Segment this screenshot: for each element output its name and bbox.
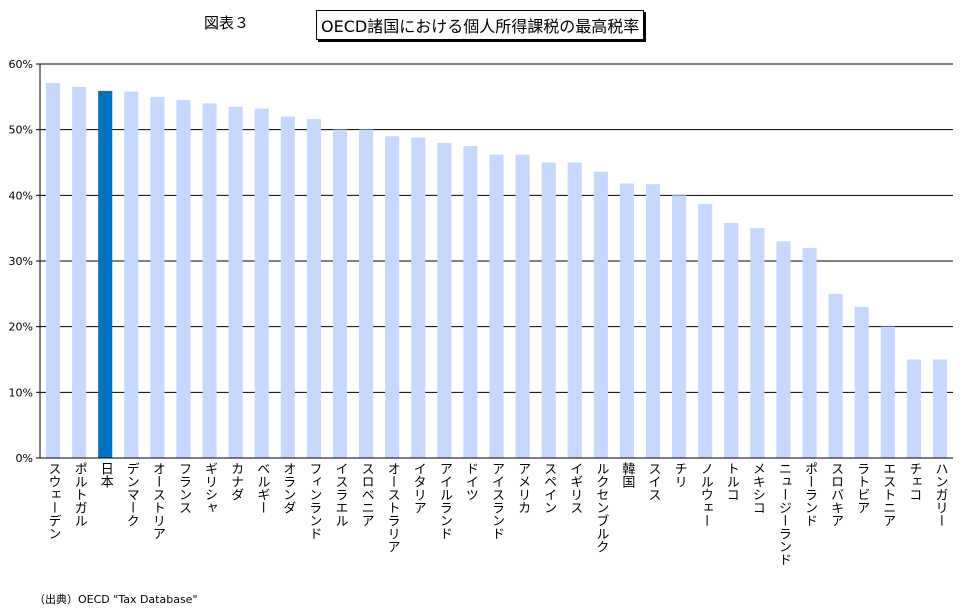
x-tick-label: オーストラリア — [385, 462, 400, 553]
bar — [489, 154, 504, 458]
figure-label: 図表３ — [204, 14, 250, 32]
x-tick-label: 韓国 — [619, 462, 635, 488]
bar — [72, 86, 87, 458]
bar — [593, 171, 608, 458]
bar — [932, 359, 947, 458]
bar — [124, 91, 139, 458]
x-tick-label: メキシコ — [750, 462, 765, 514]
x-tick-label: ニュージーランド — [776, 462, 791, 566]
x-tick-label: スイス — [646, 462, 661, 501]
x-tick-label: トルコ — [724, 462, 739, 501]
bars — [46, 83, 947, 459]
x-tick-label: アイルランド — [437, 462, 452, 540]
bar — [672, 195, 687, 458]
y-tick-label: 60% — [9, 58, 33, 71]
bar — [619, 183, 634, 458]
bar — [385, 136, 400, 459]
bar — [228, 106, 243, 459]
bar — [463, 146, 478, 458]
bar — [359, 129, 374, 459]
bar — [776, 241, 791, 458]
x-tick-label: ギリシャ — [202, 462, 217, 514]
x-tick-label: チェコ — [906, 462, 921, 501]
bar — [698, 203, 713, 458]
bar — [750, 228, 765, 458]
y-tick-label: 50% — [9, 124, 33, 137]
x-tick-label: アメリカ — [515, 462, 530, 514]
bar — [202, 103, 217, 459]
x-tick-label: スペイン — [541, 462, 557, 514]
x-tick-label: イスラエル — [332, 462, 347, 527]
x-tick-label: ノルウェー — [698, 462, 713, 527]
bar — [306, 119, 321, 458]
bar — [332, 129, 348, 459]
x-tick-label: オランダ — [280, 462, 295, 514]
x-tick-label: ハンガリー — [932, 462, 947, 527]
x-tick-label: スロベニア — [359, 462, 375, 527]
bar — [515, 154, 530, 458]
source-note: （出典）OECD "Tax Database" — [34, 593, 198, 606]
axes — [36, 63, 953, 459]
y-tick-label: 40% — [9, 189, 33, 202]
x-tick-label: エストニア — [880, 462, 895, 527]
bar — [437, 142, 452, 459]
y-tick-label: 30% — [9, 255, 33, 268]
x-tick-label: ベルギー — [254, 462, 270, 514]
x-tick-label: フィンランド — [306, 462, 321, 540]
x-tick-label: スウェーデン — [46, 462, 61, 540]
y-tick-label: 20% — [9, 321, 33, 334]
bar — [567, 162, 582, 458]
x-tick-labels: スウェーデン ポルトガル 日本 デンマーク オーストリア フランス ギリシャ カナダ ベルギーオ… — [46, 462, 948, 566]
bar — [541, 162, 556, 458]
x-tick-label: チリ — [672, 462, 687, 488]
bar — [46, 83, 61, 458]
y-tick-label: 10% — [9, 386, 33, 399]
bar — [254, 108, 269, 459]
bar — [280, 116, 295, 458]
x-tick-label: ラトビア — [854, 462, 869, 514]
bar — [411, 137, 426, 459]
bar — [828, 293, 843, 458]
bar — [724, 222, 739, 458]
x-tick-label: ドイツ — [463, 462, 478, 501]
x-tick-label: ポーランド — [802, 462, 817, 527]
x-tick-label: ポルトガル — [72, 462, 87, 527]
chart-title: OECD諸国における個人所得課税の最高税率 — [316, 10, 645, 40]
bar — [645, 184, 661, 459]
x-tick-label: カナダ — [228, 462, 243, 501]
x-tick-label: デンマーク — [124, 462, 139, 527]
bar — [98, 90, 113, 459]
y-tick-labels: 0% 10% 20% 30% 40% 50% 60% — [9, 58, 33, 465]
y-tick-label: 0% — [16, 452, 33, 465]
bar — [854, 306, 869, 458]
x-tick-label: ルクセンブルク — [593, 462, 609, 553]
bar — [906, 359, 921, 458]
x-tick-label: オーストリア — [150, 462, 165, 540]
bar — [880, 326, 895, 458]
bar — [150, 96, 165, 458]
bar — [802, 247, 817, 458]
bar — [176, 100, 191, 459]
x-tick-label: アイスランド — [489, 462, 504, 540]
x-tick-label: イギリス — [567, 462, 582, 514]
x-tick-label: イタリア — [411, 462, 426, 514]
x-tick-label: フランス — [176, 462, 191, 514]
x-tick-label: スロバキア — [828, 462, 844, 527]
x-tick-label: 日本 — [98, 462, 114, 488]
